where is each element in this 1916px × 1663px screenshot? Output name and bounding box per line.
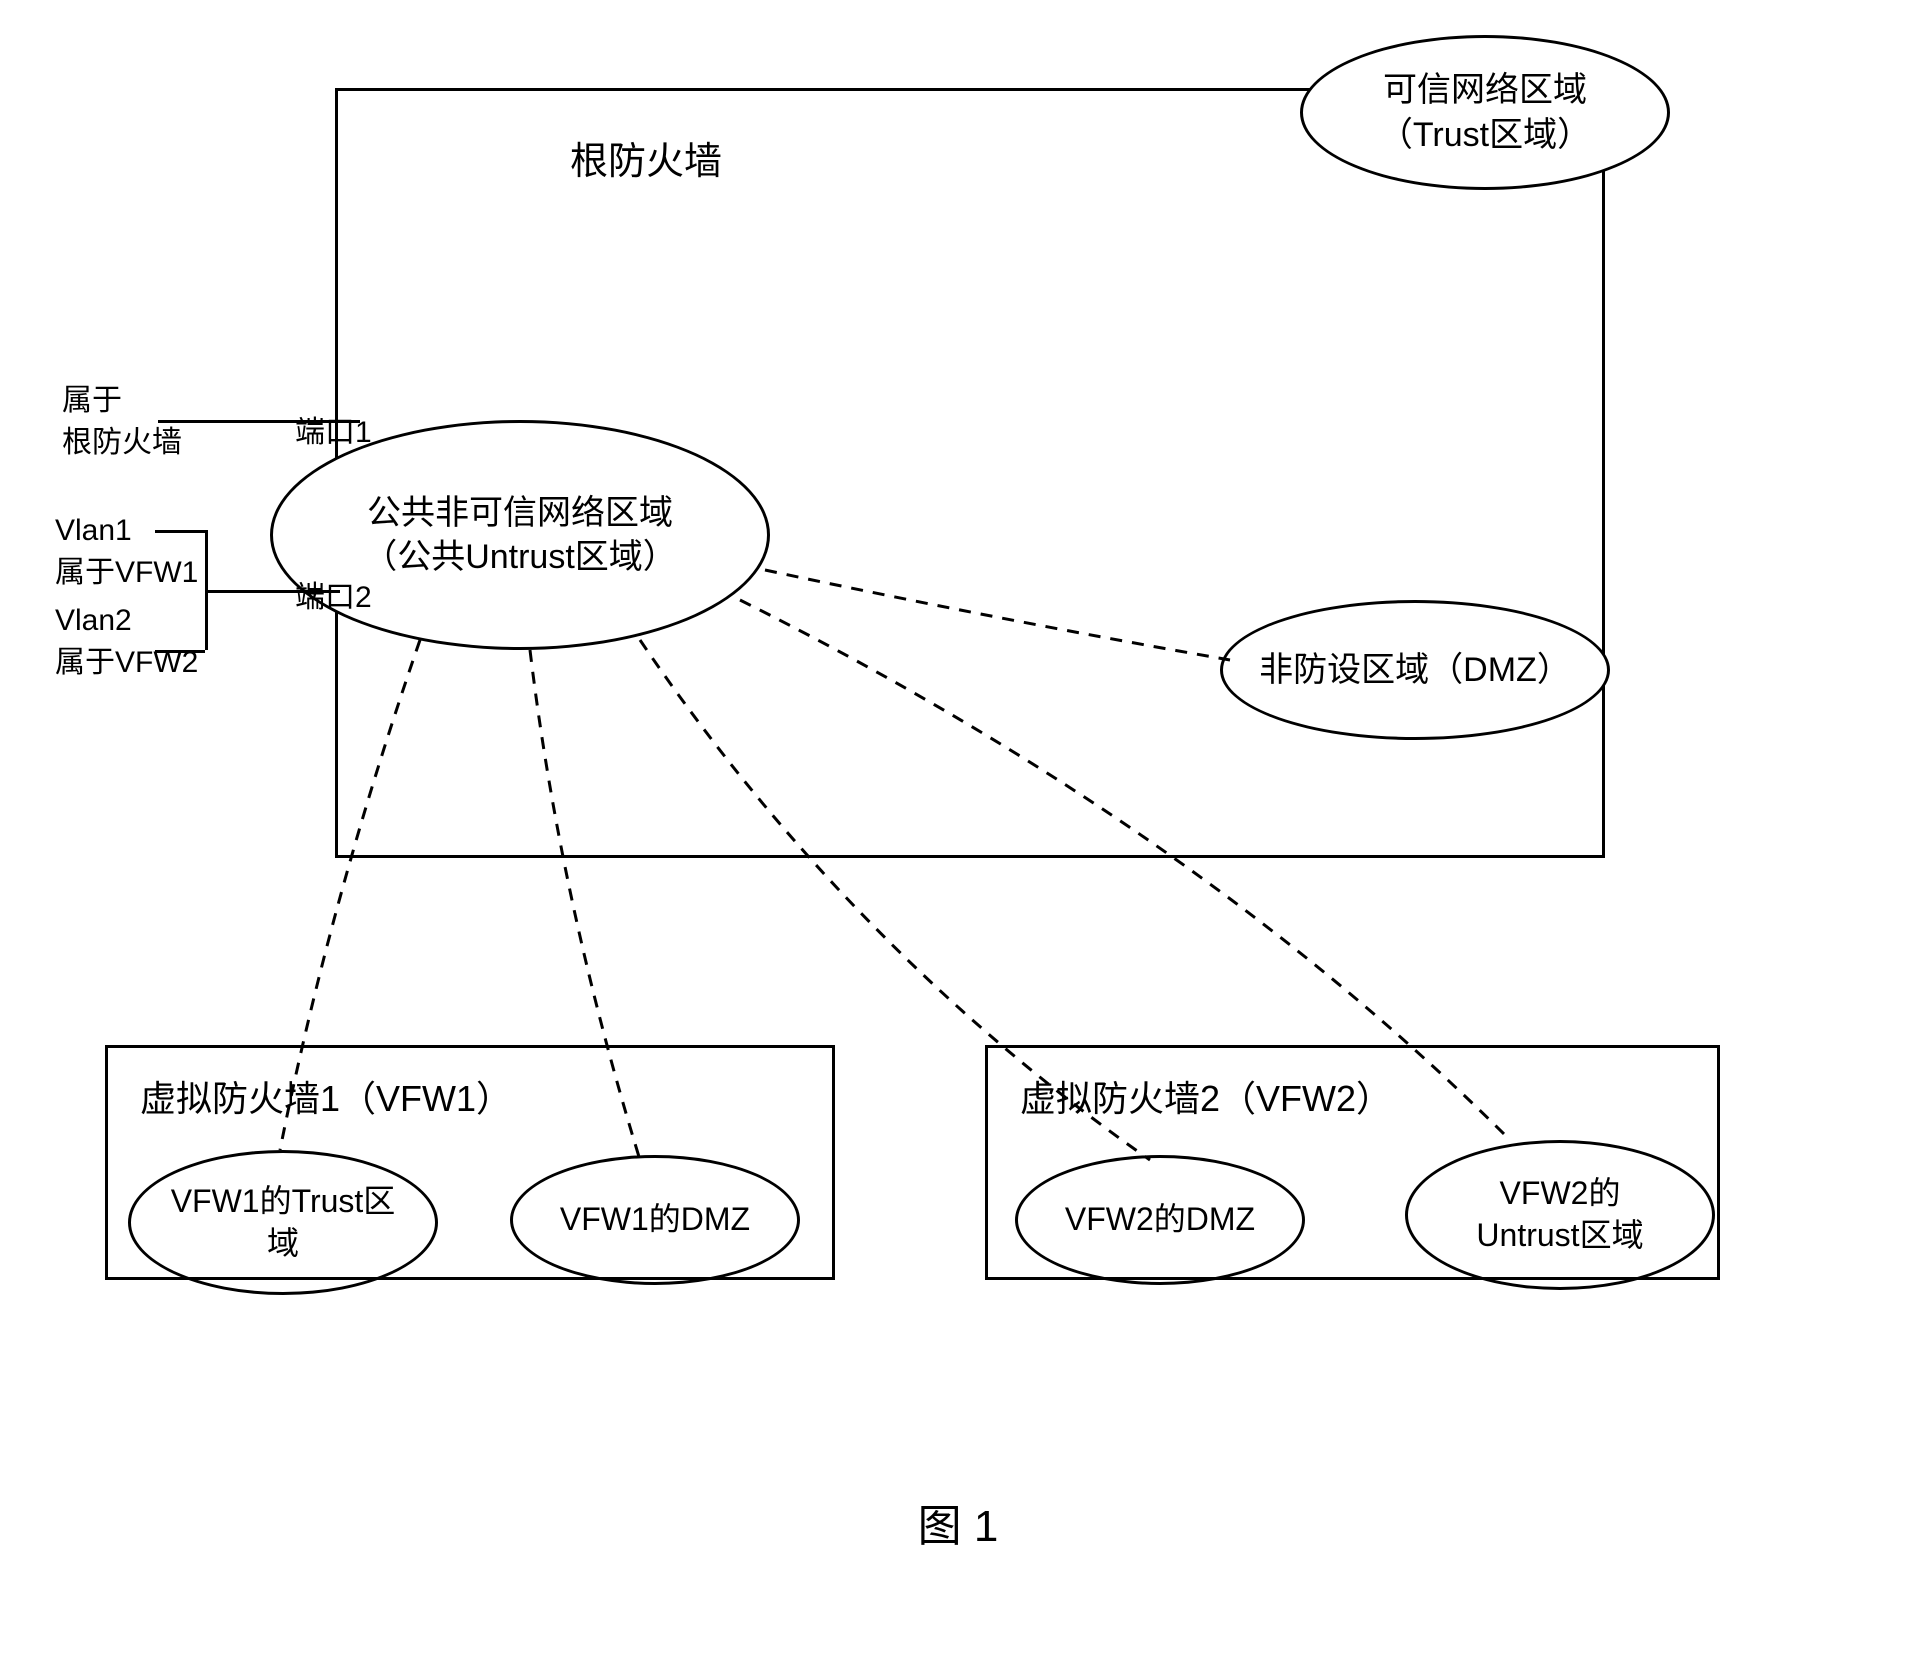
vfw2-title: 虚拟防火墙2（VFW2） (1020, 1070, 1392, 1122)
node-trust: 可信网络区域（Trust区域） (1300, 35, 1670, 190)
solid-line-1 (205, 590, 340, 593)
root-firewall-title: 根防火墙 (570, 130, 722, 185)
diagram-canvas: 根防火墙 可信网络区域（Trust区域）公共非可信网络区域（公共Untrust区… (0, 0, 1916, 1663)
label-port1: 端口1 (295, 412, 372, 454)
figure-caption: 图 1 (918, 1490, 999, 1554)
vfw1-title: 虚拟防火墙1（VFW1） (140, 1070, 512, 1122)
vlan-bracket-h1 (155, 530, 205, 533)
node-dmz: 非防设区域（DMZ） (1220, 600, 1610, 740)
label-vlan1: Vlan1属于VFW1 (55, 510, 198, 594)
label-vlan2: Vlan2属于VFW2 (55, 600, 198, 684)
vlan-bracket-h2 (155, 650, 205, 653)
label-port2: 端口2 (295, 577, 372, 619)
vlan-bracket-vertical (205, 530, 208, 650)
solid-line-0 (158, 420, 360, 423)
